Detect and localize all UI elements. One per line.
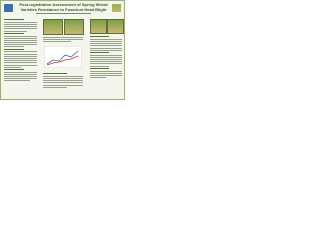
chart-figure bbox=[44, 46, 82, 68]
left-column bbox=[4, 18, 37, 98]
author-line bbox=[36, 13, 91, 14]
spike-photo bbox=[90, 19, 107, 34]
center-column bbox=[41, 18, 85, 98]
poster-title: Post-registration Assessment of Spring W… bbox=[19, 2, 108, 12]
right-column bbox=[89, 18, 124, 98]
logo bbox=[4, 4, 13, 12]
spike-photo bbox=[107, 19, 124, 34]
poster: Post-registration Assessment of Spring W… bbox=[0, 0, 125, 100]
field-photo bbox=[64, 19, 84, 35]
field-photo bbox=[43, 19, 63, 35]
header-photo bbox=[112, 4, 121, 12]
